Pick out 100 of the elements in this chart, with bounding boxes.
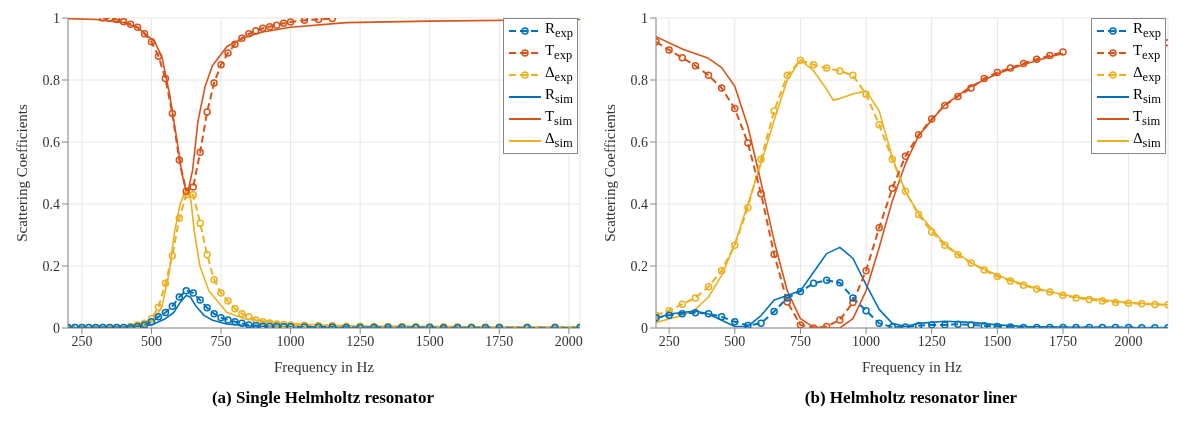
point [196, 296, 204, 304]
point [967, 84, 975, 92]
point [1032, 55, 1041, 63]
point [796, 56, 805, 64]
point [954, 251, 962, 259]
point [1124, 299, 1133, 307]
point [217, 61, 225, 69]
point [704, 283, 713, 291]
y-tick-label: 0.4 [42, 196, 60, 212]
point [954, 320, 962, 328]
point [941, 101, 949, 110]
point [914, 131, 923, 139]
x-axis-title: Frequency in Hz [862, 359, 963, 375]
point [189, 183, 197, 191]
point [731, 104, 739, 113]
point [796, 321, 805, 328]
y-tick-label: 1 [53, 10, 60, 26]
point [941, 321, 949, 328]
point [875, 319, 883, 328]
point [744, 139, 752, 147]
x-tick-label: 500 [724, 333, 746, 349]
point [901, 152, 910, 161]
point [954, 92, 962, 101]
point [862, 306, 870, 315]
point [252, 321, 260, 328]
y-tick-label: 0 [641, 320, 648, 336]
point [161, 279, 170, 288]
point [245, 321, 253, 328]
point [783, 294, 792, 302]
point [154, 52, 163, 60]
point [1111, 298, 1120, 307]
x-tick-label: 250 [71, 333, 93, 349]
point [849, 298, 857, 307]
x-tick-label: 500 [140, 333, 162, 349]
point [691, 309, 700, 317]
point [1059, 291, 1067, 299]
point [744, 321, 752, 328]
legend-label: R$_{exp}$ [1132, 20, 1161, 42]
point [238, 34, 246, 42]
y-tick-label: 0.8 [42, 72, 60, 88]
point [1046, 288, 1054, 296]
point [809, 61, 818, 69]
text: (b) Helmholtz resonator liner [803, 388, 1019, 408]
point [665, 46, 673, 54]
point [665, 311, 673, 320]
point [796, 287, 805, 296]
point [161, 308, 170, 317]
point [196, 219, 204, 227]
point [161, 74, 170, 83]
point [245, 313, 253, 321]
point [147, 38, 156, 46]
x-tick-label: 1750 [1048, 333, 1077, 349]
x-tick-label: 1250 [917, 333, 946, 349]
point [980, 322, 988, 328]
point [888, 155, 897, 164]
point [888, 184, 897, 192]
point [1019, 281, 1028, 289]
y-tick-label: 0.8 [630, 72, 648, 88]
point [783, 71, 792, 80]
point [836, 67, 844, 75]
point [147, 318, 156, 326]
point [678, 300, 687, 308]
point [783, 298, 792, 306]
point [279, 19, 288, 28]
point [980, 74, 988, 83]
point [1006, 64, 1015, 72]
point [678, 309, 687, 318]
point [175, 293, 184, 301]
point [731, 318, 739, 326]
y-tick-label: 0.6 [42, 134, 60, 150]
point [210, 275, 218, 284]
point [168, 302, 177, 311]
point [967, 321, 975, 328]
point [1046, 51, 1054, 60]
point [252, 26, 260, 35]
x-tick-label: 1500 [415, 333, 444, 349]
point [1019, 59, 1028, 68]
legend-label: Δ$_{exp}$ [544, 64, 573, 86]
y-tick-label: 0 [53, 320, 60, 336]
x-tick-label: 2000 [554, 333, 583, 349]
y-axis-title: Scattering Coefficients [14, 104, 31, 242]
point [678, 53, 687, 62]
point [980, 266, 988, 274]
point [849, 294, 857, 302]
legend-label: R$_{exp}$ [544, 20, 573, 42]
point [822, 276, 831, 285]
point [744, 203, 752, 212]
point [154, 313, 163, 321]
point [168, 252, 177, 260]
point [245, 30, 253, 38]
y-tick-label: 0.2 [630, 258, 648, 274]
point [757, 155, 765, 164]
point [203, 108, 211, 116]
x-tick-label: 1250 [346, 333, 375, 349]
x-tick-label: 250 [658, 333, 680, 349]
point [154, 303, 163, 311]
point [217, 314, 225, 322]
point [849, 71, 857, 80]
legend-label: Δ$_{exp}$ [1132, 64, 1161, 86]
y-tick-label: 0.4 [630, 196, 648, 212]
